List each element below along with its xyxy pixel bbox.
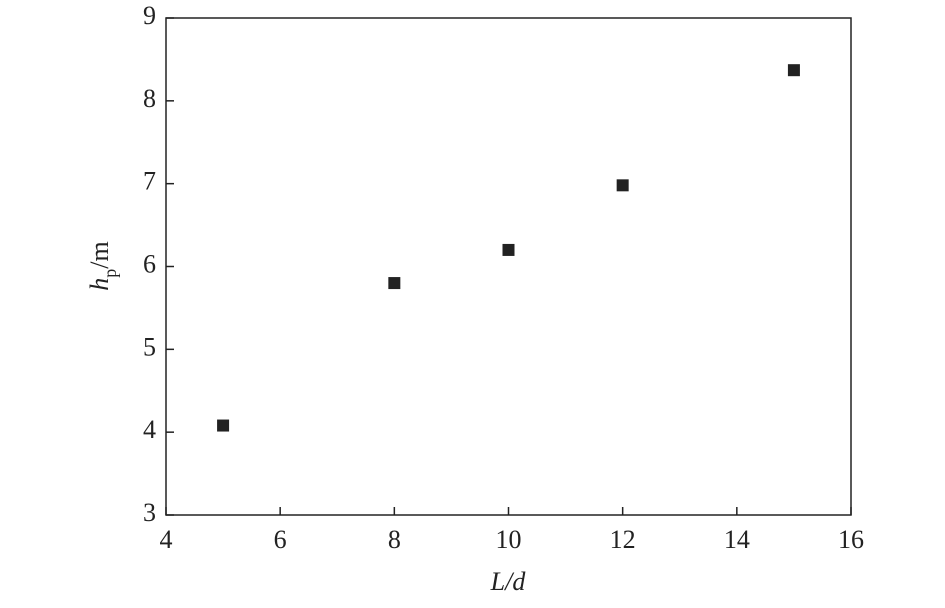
y-tick-label: 8 bbox=[143, 84, 156, 113]
x-tick-label: 6 bbox=[274, 525, 287, 554]
plot-frame bbox=[165, 17, 852, 516]
marker bbox=[787, 64, 800, 77]
marker bbox=[217, 419, 230, 432]
x-tick-label: 8 bbox=[388, 525, 401, 554]
y-tick-label: 7 bbox=[143, 167, 156, 196]
x-tick-label: 14 bbox=[724, 525, 750, 554]
y-tick-label: 5 bbox=[143, 332, 156, 361]
y-tick-label: 4 bbox=[143, 415, 156, 444]
marker bbox=[502, 243, 515, 256]
x-tick-label: 10 bbox=[496, 525, 522, 554]
y-axis-label: hp/m bbox=[85, 241, 120, 290]
x-tick-label: 16 bbox=[838, 525, 864, 554]
x-tick-label: 4 bbox=[160, 525, 173, 554]
y-tick-label: 6 bbox=[143, 249, 156, 278]
marker bbox=[388, 277, 401, 290]
marker bbox=[616, 179, 629, 192]
x-tick-label: 12 bbox=[610, 525, 636, 554]
y-tick-label: 3 bbox=[143, 498, 156, 527]
x-axis-label: L/d bbox=[490, 567, 527, 596]
y-tick-label: 9 bbox=[143, 1, 156, 30]
